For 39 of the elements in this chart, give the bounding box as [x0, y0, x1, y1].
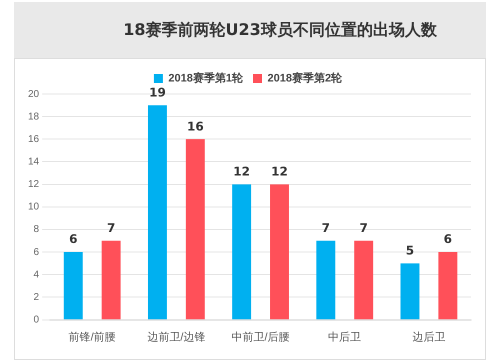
legend-label: 2018赛季第2轮 — [268, 72, 344, 85]
bar — [316, 240, 336, 320]
legend-label: 2018赛季第1轮 — [168, 72, 244, 85]
x-tick-label: 边前卫/边锋 — [147, 330, 206, 344]
x-tick-label: 中后卫 — [328, 330, 362, 344]
y-tick-label: 4 — [34, 269, 40, 280]
bar — [148, 105, 167, 320]
y-tick-label: 18 — [28, 111, 40, 122]
bar — [400, 263, 420, 320]
bar — [186, 139, 205, 320]
y-tick-label: 8 — [34, 224, 40, 236]
chart-title: 18赛季前两轮U23球员不同位置的出场人数 — [123, 20, 437, 40]
data-label: 7 — [322, 220, 330, 235]
x-tick-label: 边后卫 — [412, 330, 446, 344]
y-tick-label: 0 — [34, 314, 40, 326]
data-label: 12 — [233, 164, 250, 178]
data-label: 19 — [149, 85, 166, 100]
x-tick-label: 中前卫/后腰 — [232, 330, 290, 344]
data-label: 6 — [444, 232, 452, 246]
y-tick-label: 2 — [34, 292, 40, 303]
bar — [232, 184, 252, 320]
bar — [64, 252, 83, 320]
data-label: 7 — [106, 220, 116, 235]
x-tick-label: 前锋/前腰 — [68, 331, 116, 344]
data-label: 7 — [359, 220, 368, 235]
data-label: 5 — [406, 243, 414, 258]
y-tick-label: 20 — [28, 88, 40, 100]
bar — [354, 240, 374, 320]
bar — [438, 252, 458, 320]
y-tick-label: 16 — [28, 134, 40, 145]
y-tick-label: 12 — [28, 179, 40, 190]
bar — [270, 184, 289, 320]
y-tick-label: 14 — [28, 156, 40, 168]
data-label: 16 — [186, 119, 204, 134]
data-label: 12 — [271, 164, 288, 178]
data-label: 6 — [69, 232, 78, 246]
y-tick-label: 10 — [28, 202, 40, 213]
bar — [102, 240, 121, 320]
y-tick-label: 6 — [34, 246, 40, 258]
